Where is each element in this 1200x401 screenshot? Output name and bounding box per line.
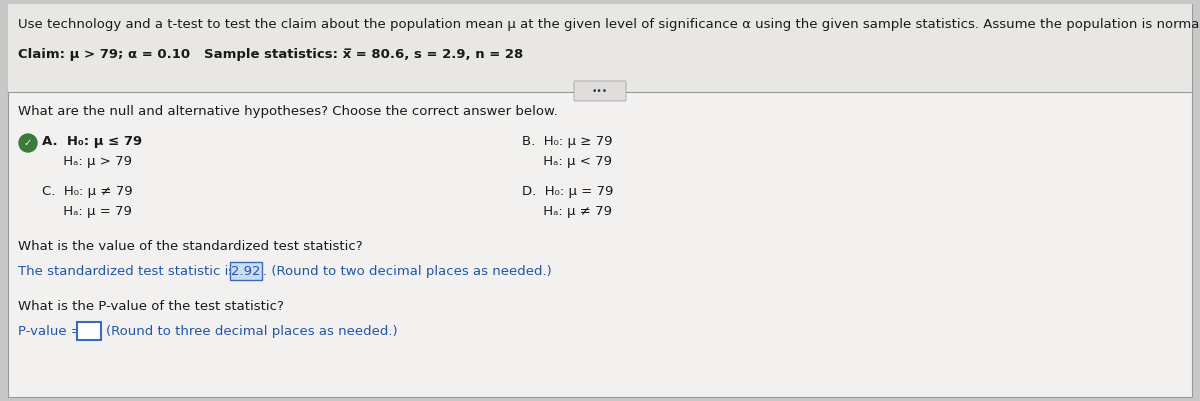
Text: Hₐ: μ ≠ 79: Hₐ: μ ≠ 79 — [522, 205, 612, 218]
FancyBboxPatch shape — [8, 4, 1192, 397]
FancyBboxPatch shape — [230, 262, 262, 280]
Text: P-value =: P-value = — [18, 325, 86, 338]
Text: Hₐ: μ = 79: Hₐ: μ = 79 — [42, 205, 132, 218]
Text: What is the value of the standardized test statistic?: What is the value of the standardized te… — [18, 240, 362, 253]
Text: Hₐ: μ > 79: Hₐ: μ > 79 — [42, 155, 132, 168]
Text: Claim: μ > 79; α = 0.10   Sample statistics: x̅ = 80.6, s = 2.9, n = 28: Claim: μ > 79; α = 0.10 Sample statistic… — [18, 48, 523, 61]
Text: 2.92: 2.92 — [232, 265, 260, 278]
FancyBboxPatch shape — [77, 322, 101, 340]
Text: B.  H₀: μ ≥ 79: B. H₀: μ ≥ 79 — [522, 135, 612, 148]
Text: ✓: ✓ — [24, 138, 32, 148]
Text: Use technology and a t-test to test the claim about the population mean μ at the: Use technology and a t-test to test the … — [18, 18, 1200, 31]
Circle shape — [19, 134, 37, 152]
FancyBboxPatch shape — [574, 81, 626, 101]
Text: D.  H₀: μ = 79: D. H₀: μ = 79 — [522, 185, 613, 198]
Text: . (Round to two decimal places as needed.): . (Round to two decimal places as needed… — [263, 265, 552, 278]
Text: What is the P-value of the test statistic?: What is the P-value of the test statisti… — [18, 300, 284, 313]
FancyBboxPatch shape — [8, 4, 1192, 92]
Text: (Round to three decimal places as needed.): (Round to three decimal places as needed… — [106, 325, 397, 338]
Text: The standardized test statistic is: The standardized test statistic is — [18, 265, 240, 278]
Text: •••: ••• — [592, 87, 608, 95]
Text: What are the null and alternative hypotheses? Choose the correct answer below.: What are the null and alternative hypoth… — [18, 105, 558, 118]
Text: A.  H₀: μ ≤ 79: A. H₀: μ ≤ 79 — [42, 135, 142, 148]
Text: Hₐ: μ < 79: Hₐ: μ < 79 — [522, 155, 612, 168]
Text: C.  H₀: μ ≠ 79: C. H₀: μ ≠ 79 — [42, 185, 133, 198]
